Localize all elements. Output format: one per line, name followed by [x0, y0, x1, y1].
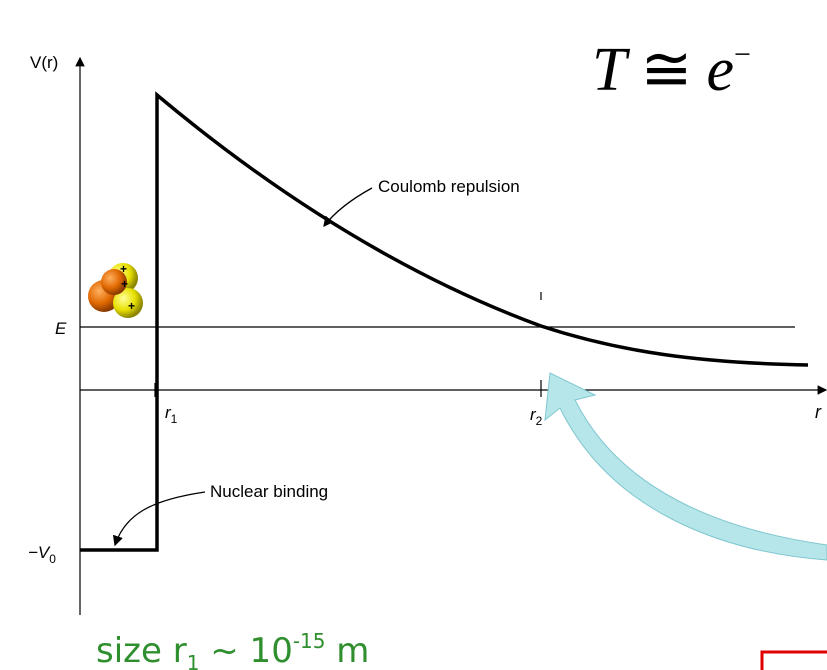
size-note: size r1 ~ 10-15 m [96, 629, 369, 670]
charge: + [128, 299, 135, 313]
highlight-box [760, 650, 827, 670]
nucleus-icon: + + + [88, 262, 143, 318]
pointer-arrow [544, 372, 827, 561]
potential-curve [80, 91, 809, 552]
depth-label: −V0 [28, 543, 56, 566]
energy-label: E [55, 319, 67, 338]
binding-pointer [112, 491, 206, 547]
axes [75, 56, 827, 615]
y-axis-label: V(r) [30, 53, 58, 72]
coulomb-pointer [323, 187, 373, 228]
x-axis-label: r [815, 402, 822, 422]
r2-label: r2 [530, 405, 543, 428]
r1-label: r1 [165, 403, 178, 426]
charge: + [120, 262, 127, 276]
charge: + [121, 277, 128, 291]
coulomb-label: Coulomb repulsion [378, 177, 520, 196]
binding-label: Nuclear binding [210, 482, 328, 501]
formula: T ≅ e− [592, 36, 751, 104]
